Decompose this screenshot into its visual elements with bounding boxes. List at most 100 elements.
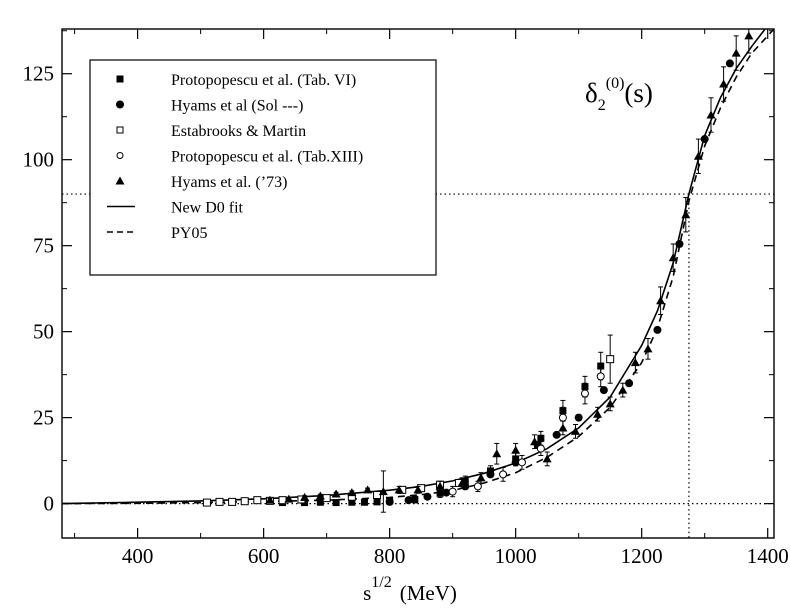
- data-point: [394, 485, 404, 494]
- data-point: [378, 487, 388, 496]
- data-point: [511, 445, 521, 454]
- data-point: [618, 385, 628, 394]
- data-point: [517, 458, 526, 467]
- y-tick-label: 100: [23, 148, 55, 172]
- data-point: [558, 423, 568, 432]
- data-point: [537, 434, 545, 442]
- x-axis-title-unit: (MeV): [400, 581, 457, 605]
- data-point: [719, 79, 729, 88]
- legend: Protopopescu et al. (Tab. VI) Hyams et al…: [89, 59, 437, 276]
- data-point: [265, 495, 275, 504]
- data-point: [202, 498, 211, 507]
- data-point: [580, 389, 589, 398]
- data-point: [360, 498, 368, 506]
- data-point: [653, 325, 662, 334]
- data-point: [363, 485, 373, 494]
- data-point: [725, 59, 734, 68]
- data-point: [448, 487, 457, 496]
- data-point: [706, 110, 716, 119]
- x-axis: 400 600 800 1000 1200 1400: [74, 29, 789, 568]
- data-point: [593, 409, 603, 418]
- data-point: [284, 494, 294, 503]
- data-point: [574, 413, 583, 422]
- data-point: [476, 473, 486, 482]
- data-point: [536, 444, 545, 453]
- legend-label: Estabrooks & Martin: [171, 123, 306, 140]
- data-point: [411, 495, 419, 503]
- annotation-symbol: δ: [585, 78, 598, 108]
- y-tick-label: 75: [33, 234, 54, 258]
- data-point: [558, 413, 567, 422]
- data-point: [596, 372, 605, 381]
- data-point: [656, 296, 666, 305]
- data-point: [542, 454, 552, 463]
- data-points: [202, 29, 754, 513]
- data-point: [215, 497, 224, 506]
- data-point: [423, 492, 432, 501]
- data-point: [404, 496, 413, 505]
- data-point: [744, 31, 754, 40]
- legend-symbol: [115, 176, 125, 185]
- data-point: [332, 499, 340, 507]
- x-tick-label: 800: [374, 544, 406, 568]
- legend-label: Hyams et al (Sol ---): [171, 98, 303, 115]
- data-point: [385, 497, 394, 506]
- legend-symbol: [116, 75, 124, 83]
- annotation-superscript: (0): [606, 75, 625, 92]
- y-tick-label: 0: [44, 492, 55, 516]
- data-point: [413, 485, 423, 494]
- data-point: [511, 458, 520, 467]
- legend-label: PY05: [171, 225, 207, 242]
- data-point: [625, 379, 634, 388]
- annotation-subscript: 2: [598, 97, 606, 114]
- data-point: [348, 498, 356, 506]
- data-point: [457, 478, 467, 487]
- data-point: [316, 498, 324, 506]
- legend-symbol: [116, 126, 124, 134]
- data-point: [435, 481, 445, 490]
- y-tick-label: 50: [33, 320, 54, 344]
- data-point: [315, 491, 325, 500]
- data-point: [552, 430, 561, 439]
- x-tick-label: 1000: [495, 544, 537, 568]
- plot-frame: [61, 28, 775, 539]
- x-axis-title-exponent: 1/2: [371, 574, 391, 591]
- x-tick-label: 400: [122, 544, 154, 568]
- data-point: [442, 488, 451, 497]
- data-point: [731, 48, 741, 57]
- legend-symbol: [116, 100, 124, 109]
- data-point: [473, 482, 482, 491]
- data-point: [530, 437, 540, 446]
- annotation-argument: (s): [624, 78, 653, 108]
- data-point: [630, 358, 640, 367]
- legend-label: New D0 fit: [171, 200, 244, 217]
- legend-box: [89, 59, 437, 276]
- data-point: [605, 399, 615, 408]
- chart-annotation: δ2(0)(s): [585, 75, 653, 114]
- data-point: [300, 492, 310, 501]
- legend-symbol: [116, 152, 124, 159]
- data-point: [331, 489, 341, 498]
- data-point: [461, 477, 469, 485]
- data-point: [668, 253, 678, 262]
- data-point: [606, 355, 615, 364]
- data-point: [499, 470, 508, 479]
- data-point: [681, 210, 691, 219]
- legend-label: Protopopescu et al. (Tab.XIII): [171, 149, 363, 166]
- x-tick-label: 600: [248, 544, 280, 568]
- data-point: [675, 239, 684, 248]
- data-point: [373, 498, 381, 506]
- data-point: [436, 489, 444, 497]
- data-point: [228, 497, 237, 506]
- x-tick-label: 1400: [747, 544, 789, 568]
- data-point: [492, 449, 502, 458]
- data-point: [253, 496, 262, 505]
- data-point: [322, 494, 331, 503]
- data-point: [599, 386, 608, 395]
- legend-label: Hyams et al. (’73): [171, 174, 287, 191]
- data-point: [571, 426, 581, 435]
- y-tick-label: 125: [23, 62, 55, 86]
- x-axis-title: s1/2 (MeV): [363, 574, 457, 605]
- x-tick-label: 1200: [621, 544, 663, 568]
